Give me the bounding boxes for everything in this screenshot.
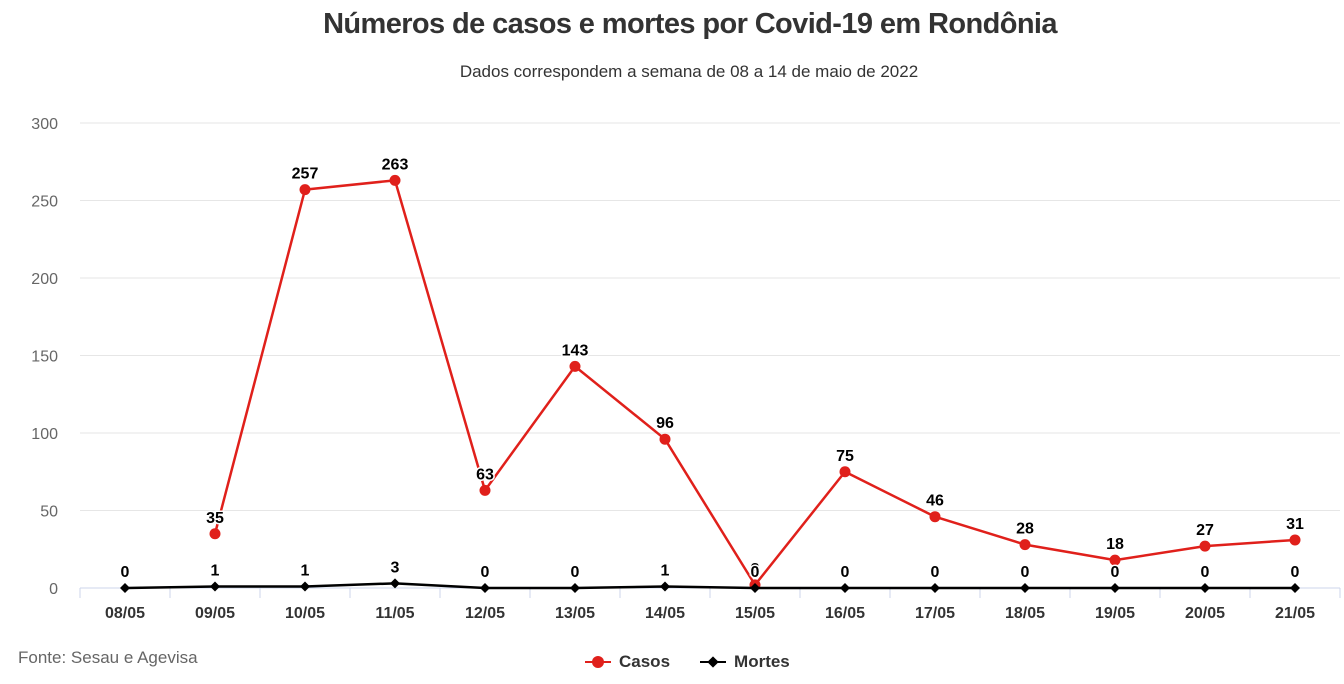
data-label-mortes: 0 xyxy=(481,564,490,581)
data-label-casos: 257 xyxy=(292,166,319,183)
point-casos xyxy=(569,360,581,372)
series-line-mortes xyxy=(124,582,1295,590)
y-tick-label: 0 xyxy=(49,581,58,598)
x-tick-label: 20/05 xyxy=(1185,605,1225,622)
point-mortes xyxy=(1200,583,1210,593)
data-label-casos: 75 xyxy=(836,448,854,465)
data-label-mortes: 3 xyxy=(391,559,400,576)
point-casos xyxy=(389,174,401,186)
point-casos xyxy=(1289,534,1301,546)
point-mortes xyxy=(1110,583,1120,593)
data-label-casos: 18 xyxy=(1106,536,1124,553)
point-casos xyxy=(1109,554,1121,566)
y-tick-label: 200 xyxy=(31,271,58,288)
y-tick-label: 300 xyxy=(31,116,58,133)
point-mortes xyxy=(570,583,580,593)
point-mortes xyxy=(120,583,130,593)
legend-marker-casos xyxy=(585,655,611,669)
x-tick-label: 15/05 xyxy=(735,605,775,622)
data-label-mortes: 0 xyxy=(1291,564,1300,581)
y-tick-label: 150 xyxy=(31,349,58,366)
x-tick-label: 10/05 xyxy=(285,605,325,622)
grid-lines xyxy=(80,122,1340,511)
y-axis: 0 50 100 150 200 250 300 xyxy=(31,116,58,598)
data-label-mortes: 1 xyxy=(661,562,670,579)
point-mortes xyxy=(1290,583,1300,593)
data-label-mortes: 0 xyxy=(751,564,760,581)
data-label-casos: 63 xyxy=(476,466,494,483)
data-labels: 35 257 263 63 143 96 2 75 46 28 18 27 31 0 1 1 3 0 0 1 0 0 0 0 0… xyxy=(119,155,1305,583)
x-tick-label: 19/05 xyxy=(1095,605,1135,622)
y-tick-label: 250 xyxy=(31,194,58,211)
series-line-casos xyxy=(213,179,1296,587)
point-mortes xyxy=(210,581,220,592)
x-tick-label: 12/05 xyxy=(465,605,505,622)
x-tick-label: 21/05 xyxy=(1275,605,1315,622)
data-label-mortes: 1 xyxy=(301,562,310,579)
x-tick-label: 16/05 xyxy=(825,605,865,622)
point-mortes xyxy=(480,583,490,593)
x-tick-label: 08/05 xyxy=(105,605,145,622)
data-label-casos: 143 xyxy=(562,342,589,359)
point-mortes xyxy=(840,583,850,593)
data-label-mortes: 0 xyxy=(1201,564,1210,581)
point-casos xyxy=(839,466,851,478)
data-label-mortes: 0 xyxy=(121,564,130,581)
legend-label-mortes: Mortes xyxy=(734,652,790,671)
legend-item-casos[interactable]: Casos xyxy=(585,652,670,672)
point-casos xyxy=(479,484,491,496)
point-mortes xyxy=(660,581,670,592)
x-tick-label: 11/05 xyxy=(375,605,414,622)
point-casos xyxy=(1199,540,1211,552)
x-tick-label: 13/05 xyxy=(555,605,595,622)
source-note: Fonte: Sesau e Agevisa xyxy=(18,648,198,667)
data-label-casos: 2 xyxy=(751,561,760,578)
point-casos xyxy=(929,511,941,523)
y-tick-label: 50 xyxy=(40,504,58,521)
point-casos xyxy=(299,184,311,196)
data-label-casos: 27 xyxy=(1196,522,1214,539)
data-label-casos: 31 xyxy=(1286,516,1304,533)
data-label-casos: 96 xyxy=(656,415,674,432)
data-label-casos: 46 xyxy=(926,493,944,510)
point-mortes xyxy=(750,583,760,593)
data-label-mortes: 0 xyxy=(571,564,580,581)
x-tick-label: 09/05 xyxy=(195,605,235,622)
point-casos xyxy=(659,433,671,445)
point-casos xyxy=(1019,539,1031,551)
data-label-casos: 28 xyxy=(1016,521,1034,538)
x-tick-label: 14/05 xyxy=(645,605,685,622)
legend-label-casos: Casos xyxy=(619,652,671,671)
data-label-mortes: 0 xyxy=(841,564,850,581)
y-tick-label: 100 xyxy=(31,426,58,443)
point-mortes xyxy=(390,578,400,589)
point-mortes xyxy=(300,581,310,592)
legend-item-mortes[interactable]: Mortes xyxy=(700,652,790,672)
chart-subtitle: Dados correspondem a semana de 08 a 14 d… xyxy=(459,62,919,81)
x-axis: 08/05 09/05 10/05 11/05 12/05 13/05 14/05 15/05… xyxy=(79,587,1341,622)
data-label-mortes: 0 xyxy=(931,564,940,581)
data-label-mortes: 0 xyxy=(1021,564,1030,581)
x-tick-label: 18/05 xyxy=(1005,605,1045,622)
point-casos xyxy=(209,528,221,540)
series-layer xyxy=(120,174,1301,593)
x-tick-label: 17/05 xyxy=(915,605,955,622)
point-mortes xyxy=(930,583,940,593)
data-label-mortes: 1 xyxy=(211,562,220,579)
data-label-casos: 263 xyxy=(382,156,409,173)
legend-marker-mortes xyxy=(700,655,727,669)
data-label-casos: 35 xyxy=(206,510,224,527)
point-mortes xyxy=(1020,583,1030,593)
data-label-mortes: 0 xyxy=(1111,564,1120,581)
chart-title: Números de casos e mortes por Covid-19 e… xyxy=(323,8,1057,40)
legend: Casos Mortes xyxy=(585,652,790,672)
